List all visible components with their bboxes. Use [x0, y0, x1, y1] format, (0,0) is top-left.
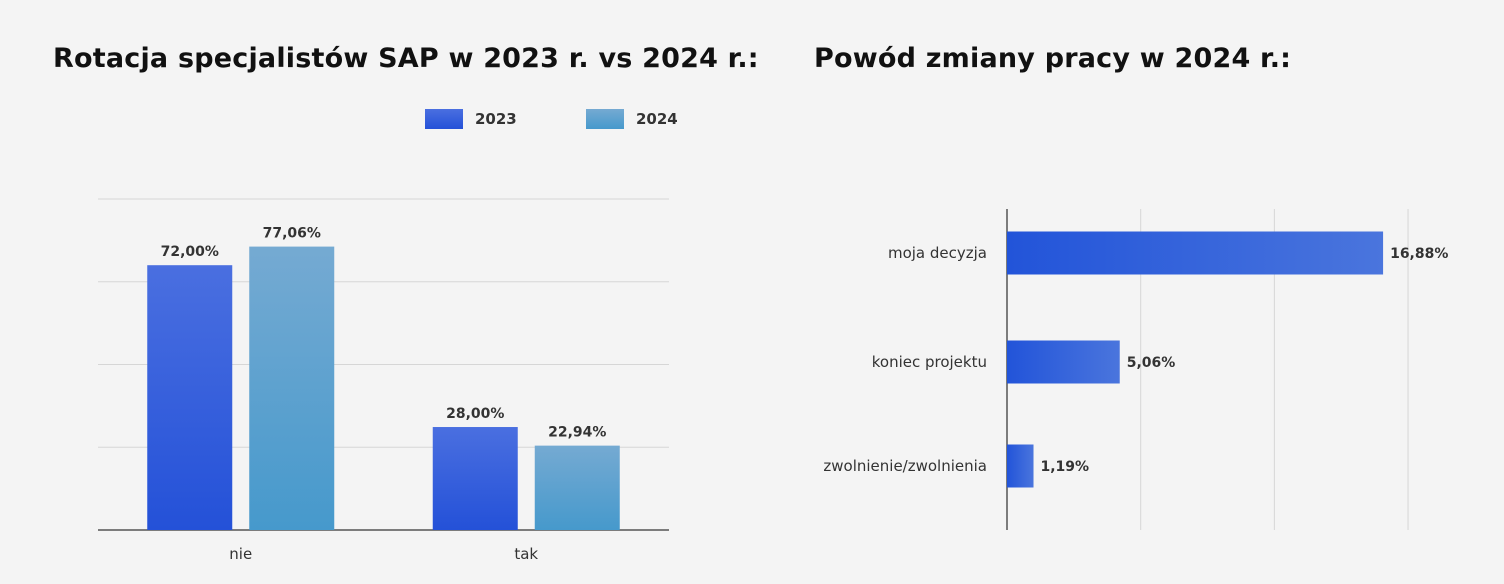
- category-label-tak: tak: [514, 545, 538, 563]
- bar-2023-nie: [147, 265, 233, 530]
- legend-item-2024: 2024: [586, 108, 678, 130]
- chart-title-rotation: Rotacja specjalistów SAP w 2023 r. vs 20…: [53, 43, 759, 74]
- bar-2024-tak: [534, 445, 620, 530]
- data-label-zwolnienie-zwolnienia: 1,19%: [1041, 459, 1090, 475]
- legend-label-2024: 2024: [636, 110, 678, 128]
- data-label-2023-nie: 72,00%: [161, 244, 219, 260]
- bar-2024-nie: [249, 246, 335, 530]
- legend-label-2023: 2023: [475, 110, 517, 128]
- category-label-koniec-projektu: koniec projektu: [872, 353, 987, 371]
- data-label-2023-tak: 28,00%: [446, 406, 504, 422]
- legend-swatch-2024: [586, 109, 624, 129]
- data-label-moja-decyzja: 16,88%: [1390, 246, 1448, 262]
- hbar-moja-decyzja: [1007, 231, 1384, 275]
- legend-swatch-2023: [425, 109, 463, 129]
- data-label-2024-nie: 77,06%: [263, 226, 321, 242]
- hbar-koniec-projektu: [1007, 340, 1120, 384]
- data-label-2024-tak: 22,94%: [548, 425, 606, 441]
- chart-title-reason: Powód zmiany pracy w 2024 r.:: [814, 43, 1292, 74]
- data-label-koniec-projektu: 5,06%: [1127, 355, 1176, 371]
- category-label-nie: nie: [229, 545, 252, 563]
- hbar-zwolnienie-zwolnienia: [1007, 444, 1034, 488]
- category-label-moja-decyzja: moja decyzja: [888, 244, 987, 262]
- legend-item-2023: 2023: [425, 108, 517, 130]
- bar-2023-tak: [432, 427, 518, 530]
- category-label-zwolnienie-zwolnienia: zwolnienie/zwolnienia: [823, 457, 987, 475]
